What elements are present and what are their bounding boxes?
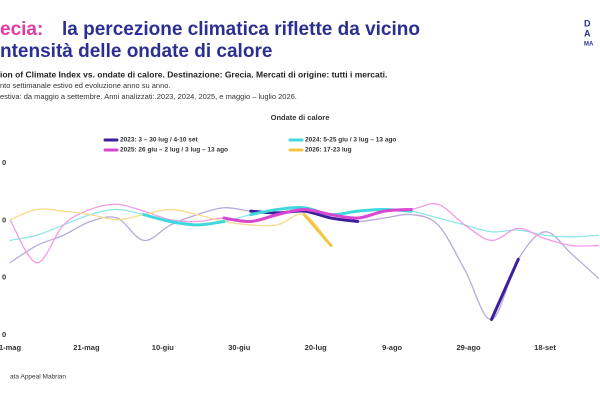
- legend-label: 2024: 5-25 giu / 3 lug – 13 ago: [305, 137, 396, 144]
- x-tick-label: 9-ago: [382, 343, 402, 352]
- y-tick-label: 0: [2, 273, 6, 282]
- y-tick-label: 0: [2, 330, 6, 339]
- heatwave-line: [142, 213, 226, 227]
- title: la percezione climatica riflette da vici…: [62, 19, 420, 40]
- title-accent: ecia:: [0, 19, 43, 40]
- title-line2: ntensità delle ondate di calore: [0, 41, 272, 62]
- legend-title: Ondate di calore: [271, 113, 330, 122]
- x-tick-label: 1-mag: [0, 343, 21, 352]
- logo: MA: [584, 42, 594, 48]
- y-tick-label: 0: [2, 215, 6, 224]
- x-tick-label: 30-giu: [228, 343, 251, 352]
- x-tick-label: 21-mag: [73, 343, 100, 352]
- legend-label: 2025: 26 giu – 2 lug / 3 lug – 13 ago: [120, 147, 228, 154]
- y-tick-label: 0: [2, 158, 6, 167]
- line: [9, 208, 332, 247]
- logo: D: [584, 18, 591, 28]
- heatwave-line: [249, 209, 360, 223]
- x-tick-label: 29-ago: [456, 343, 481, 352]
- logo: A: [584, 28, 591, 38]
- x-tick-label: 20-lug: [305, 343, 328, 352]
- note: nto settimanale estivo ed evoluzione ann…: [0, 81, 171, 90]
- heatwave-line: [490, 257, 520, 322]
- x-tick-label: 10-giu: [152, 343, 175, 352]
- note: estiva: da maggio a settembre. Anni anal…: [0, 92, 297, 101]
- subtitle: ion of Climate Index vs. ondate di calor…: [0, 69, 387, 79]
- heatwave-line: [222, 207, 413, 224]
- legend-label: 2023: 3 – 30 lug / 4-10 set: [120, 137, 199, 144]
- heatwave-line: [302, 213, 333, 248]
- legend-label: 2026: 17-23 lug: [305, 147, 352, 154]
- x-tick-label: 18-set: [534, 343, 556, 352]
- source: ata Appeal Mabrian: [10, 374, 66, 381]
- line: [9, 207, 600, 321]
